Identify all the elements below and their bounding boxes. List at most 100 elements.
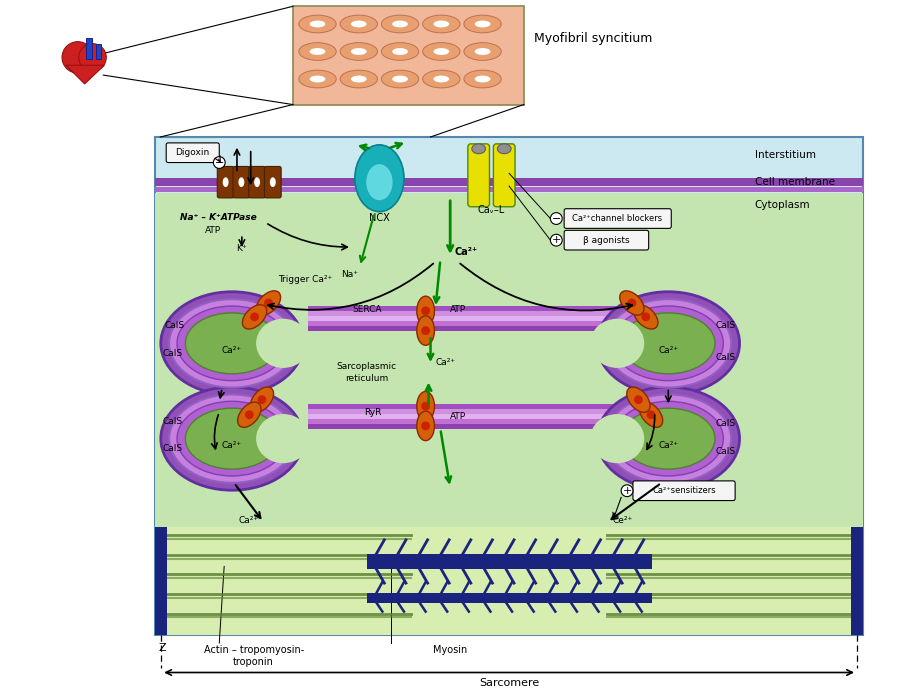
Ellipse shape xyxy=(621,313,714,374)
Ellipse shape xyxy=(169,395,295,483)
Text: Sarcomere: Sarcomere xyxy=(479,678,539,689)
Text: Z: Z xyxy=(158,643,166,653)
Ellipse shape xyxy=(381,43,418,60)
Text: CalS: CalS xyxy=(163,417,183,426)
Ellipse shape xyxy=(596,292,739,395)
FancyBboxPatch shape xyxy=(307,409,617,414)
Text: Interstitium: Interstitium xyxy=(754,150,815,159)
Text: Ca²⁺sensitizers: Ca²⁺sensitizers xyxy=(652,486,715,495)
Circle shape xyxy=(550,235,562,246)
Ellipse shape xyxy=(391,76,407,82)
Circle shape xyxy=(244,411,254,419)
Text: Myofibril syncitium: Myofibril syncitium xyxy=(533,32,652,46)
Circle shape xyxy=(627,299,636,308)
Ellipse shape xyxy=(381,70,418,88)
Ellipse shape xyxy=(422,70,460,88)
Circle shape xyxy=(421,326,429,335)
Text: CalS: CalS xyxy=(715,420,735,428)
Ellipse shape xyxy=(633,305,657,329)
Ellipse shape xyxy=(365,164,392,201)
Ellipse shape xyxy=(255,319,310,368)
Text: −: − xyxy=(214,157,223,168)
Ellipse shape xyxy=(626,387,650,413)
Ellipse shape xyxy=(255,414,310,463)
Ellipse shape xyxy=(433,76,448,82)
FancyBboxPatch shape xyxy=(307,419,617,424)
Ellipse shape xyxy=(433,48,448,55)
FancyBboxPatch shape xyxy=(307,404,617,409)
Ellipse shape xyxy=(416,411,434,441)
Circle shape xyxy=(620,485,632,497)
Ellipse shape xyxy=(237,402,261,427)
Circle shape xyxy=(646,411,654,419)
FancyBboxPatch shape xyxy=(155,187,862,192)
Ellipse shape xyxy=(471,144,485,154)
Text: Cytoplasm: Cytoplasm xyxy=(754,200,810,210)
Text: Digoxin: Digoxin xyxy=(176,148,210,157)
FancyBboxPatch shape xyxy=(563,208,671,228)
FancyBboxPatch shape xyxy=(632,481,734,500)
FancyBboxPatch shape xyxy=(155,527,167,635)
FancyBboxPatch shape xyxy=(233,166,249,198)
FancyBboxPatch shape xyxy=(563,230,648,250)
Ellipse shape xyxy=(350,21,367,28)
Ellipse shape xyxy=(350,76,367,82)
Text: ATP: ATP xyxy=(449,306,466,315)
Ellipse shape xyxy=(161,387,303,490)
Ellipse shape xyxy=(463,43,501,60)
Ellipse shape xyxy=(474,76,490,82)
Ellipse shape xyxy=(613,402,722,476)
Ellipse shape xyxy=(340,15,377,33)
Text: CalS: CalS xyxy=(163,348,183,357)
Ellipse shape xyxy=(310,21,325,28)
Text: Cell membrane: Cell membrane xyxy=(754,177,834,187)
Circle shape xyxy=(421,402,429,411)
Ellipse shape xyxy=(340,43,377,60)
FancyBboxPatch shape xyxy=(264,166,281,198)
FancyBboxPatch shape xyxy=(248,166,266,198)
Ellipse shape xyxy=(161,292,303,395)
Text: Caᵥ–L: Caᵥ–L xyxy=(477,205,505,215)
Ellipse shape xyxy=(256,290,280,315)
Circle shape xyxy=(550,213,562,224)
Ellipse shape xyxy=(391,21,407,28)
FancyBboxPatch shape xyxy=(96,43,101,59)
Ellipse shape xyxy=(416,296,434,326)
Text: −: − xyxy=(551,213,561,224)
Text: ATP: ATP xyxy=(449,411,466,420)
Ellipse shape xyxy=(381,15,418,33)
Ellipse shape xyxy=(299,15,335,33)
Ellipse shape xyxy=(416,391,434,421)
Text: CalS: CalS xyxy=(715,321,735,330)
Ellipse shape xyxy=(269,177,276,187)
Ellipse shape xyxy=(605,395,731,483)
Text: Na⁺ – K⁺ATPase: Na⁺ – K⁺ATPase xyxy=(180,213,256,222)
Text: Ca²⁺channel blockers: Ca²⁺channel blockers xyxy=(572,214,662,223)
Text: CalS: CalS xyxy=(715,447,735,456)
Text: Sarcoplasmic
reticulum: Sarcoplasmic reticulum xyxy=(336,362,396,383)
Text: Ca²⁺: Ca²⁺ xyxy=(435,359,455,368)
FancyBboxPatch shape xyxy=(307,424,617,428)
Ellipse shape xyxy=(242,305,267,329)
FancyBboxPatch shape xyxy=(307,414,617,419)
FancyBboxPatch shape xyxy=(307,326,617,331)
Text: CalS: CalS xyxy=(163,444,183,453)
FancyBboxPatch shape xyxy=(85,38,91,59)
Text: Ca²⁺: Ca²⁺ xyxy=(221,346,242,355)
FancyBboxPatch shape xyxy=(307,321,617,326)
FancyBboxPatch shape xyxy=(468,144,489,207)
Ellipse shape xyxy=(176,402,287,476)
Text: CalS: CalS xyxy=(715,353,735,362)
Polygon shape xyxy=(66,66,104,84)
Text: NCX: NCX xyxy=(369,213,390,223)
Text: +: + xyxy=(621,486,631,495)
Text: Ca²⁺: Ca²⁺ xyxy=(657,441,677,450)
Ellipse shape xyxy=(474,21,490,28)
FancyBboxPatch shape xyxy=(307,316,617,321)
Circle shape xyxy=(257,395,267,404)
FancyBboxPatch shape xyxy=(155,137,862,635)
Circle shape xyxy=(633,395,642,404)
Ellipse shape xyxy=(416,316,434,345)
Text: Ce²⁺: Ce²⁺ xyxy=(611,516,631,525)
Text: Trigger Ca²⁺: Trigger Ca²⁺ xyxy=(278,275,332,284)
